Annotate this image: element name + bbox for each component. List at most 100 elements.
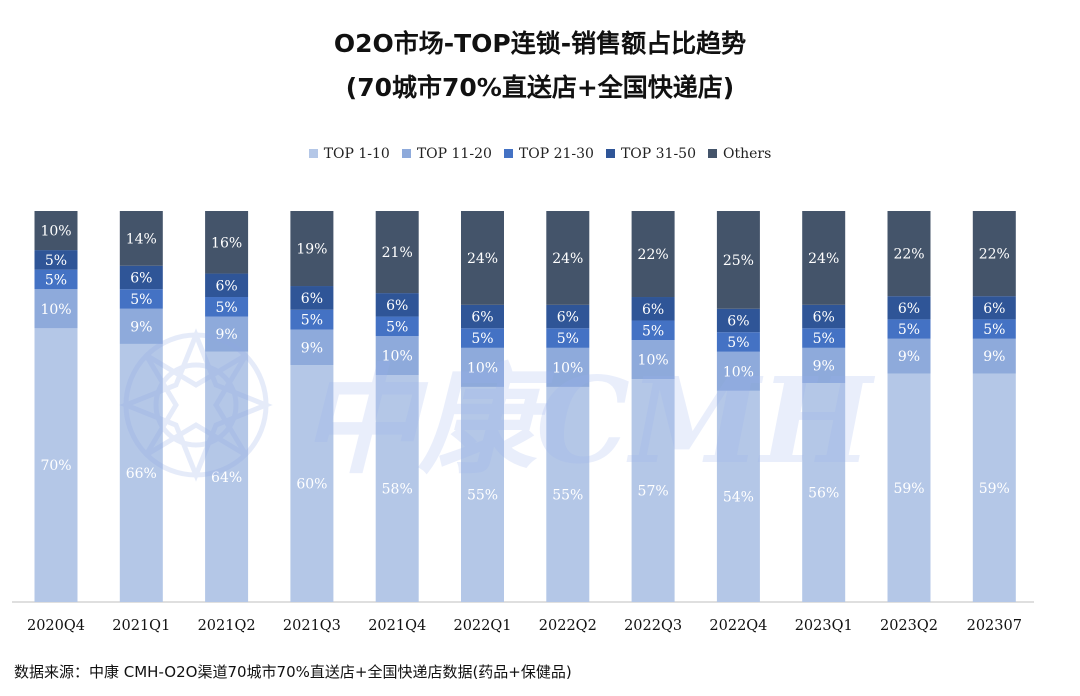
data-label: 10% — [552, 360, 583, 376]
bar-segment — [375, 293, 419, 317]
legend-item: TOP 21-30 — [503, 146, 594, 162]
legend-swatch — [401, 149, 411, 158]
data-label: 70% — [40, 458, 71, 474]
data-label: 5% — [130, 292, 152, 308]
bar-segment — [802, 211, 846, 305]
data-label: 22% — [893, 247, 924, 263]
data-label: 66% — [126, 466, 157, 482]
data-source-note: 数据来源：中康 CMH-O2O渠道70城市70%直送店+全国快递店数据(药品+保… — [14, 663, 572, 681]
legend: TOP 1-10 TOP 11-20 TOP 21-30 TOP 31-50 Other… — [0, 146, 1080, 162]
bar-segment — [716, 351, 760, 391]
data-label: 24% — [467, 251, 498, 267]
legend-label: TOP 31-50 — [620, 146, 696, 162]
bar-segment — [972, 373, 1016, 602]
legend-swatch — [605, 149, 615, 158]
x-tick-label: 2021Q3 — [283, 618, 341, 634]
x-tick-label: 2022Q2 — [539, 618, 597, 634]
data-label: 9% — [983, 349, 1005, 365]
data-label: 56% — [808, 486, 839, 502]
data-label: 9% — [130, 319, 152, 335]
data-label: 24% — [808, 251, 839, 267]
bar-segment — [119, 343, 163, 602]
data-label: 5% — [215, 300, 237, 316]
data-label: 21% — [382, 245, 413, 261]
data-label: 9% — [813, 358, 835, 374]
bar-segment — [631, 297, 675, 321]
data-label: 9% — [301, 340, 323, 356]
data-label: 60% — [296, 477, 327, 493]
bar-segment — [119, 308, 163, 344]
data-label: 5% — [471, 331, 493, 347]
data-label: 5% — [301, 313, 323, 329]
x-tick-label: 2023Q2 — [880, 618, 938, 634]
bar-segment — [290, 329, 334, 366]
data-label: 5% — [898, 322, 920, 338]
data-label: 6% — [301, 291, 323, 307]
data-label: 6% — [727, 313, 749, 329]
legend-label: TOP 1-10 — [323, 146, 390, 162]
data-label: 5% — [813, 331, 835, 347]
bar-segment — [546, 328, 590, 348]
data-label: 10% — [40, 224, 71, 240]
bar-segment — [546, 304, 590, 329]
bar-segment — [375, 211, 419, 294]
bar-segment — [887, 319, 931, 339]
x-tick-label: 2021Q1 — [112, 618, 170, 634]
bar-segment — [461, 328, 504, 348]
data-label: 59% — [893, 481, 924, 497]
x-tick-label: 2020Q4 — [27, 618, 85, 634]
legend-item: TOP 11-20 — [401, 146, 492, 162]
data-label: 19% — [296, 242, 327, 258]
bar-segment — [972, 296, 1016, 320]
bar-segment — [290, 365, 334, 602]
data-label: 5% — [45, 253, 67, 269]
data-label: 16% — [211, 235, 242, 251]
data-label: 5% — [983, 322, 1005, 338]
bar-segment — [375, 316, 419, 337]
data-label: 25% — [723, 253, 754, 269]
x-tick-label: 202307 — [967, 618, 1022, 634]
data-label: 10% — [638, 353, 669, 369]
bar-segment — [802, 347, 846, 384]
bar-segment — [972, 319, 1016, 339]
x-tick-label: 2021Q4 — [368, 618, 426, 634]
data-label: 6% — [386, 298, 408, 314]
data-label: 6% — [813, 310, 835, 326]
legend-label: Others — [722, 146, 772, 162]
bar-segment — [290, 286, 334, 310]
data-label: 22% — [638, 247, 669, 263]
bar-segment — [205, 316, 249, 352]
data-label: 6% — [215, 278, 237, 294]
bar-segment — [546, 386, 590, 602]
bar-segment — [716, 332, 760, 352]
data-label: 6% — [642, 302, 664, 318]
bar-segment — [972, 211, 1016, 297]
data-label: 6% — [898, 301, 920, 317]
bar-segment — [119, 211, 163, 266]
bar-segment — [461, 347, 504, 387]
chart-title-line1: O2O市场-TOP连锁-销售额占比趋势 — [333, 29, 747, 58]
bar-segment — [631, 320, 675, 341]
bar-segment — [290, 309, 334, 330]
data-label: 10% — [723, 364, 754, 380]
data-label: 57% — [638, 484, 669, 500]
data-label: 58% — [382, 482, 413, 498]
data-label: 6% — [130, 270, 152, 286]
bar-segment — [802, 304, 846, 329]
data-label: 14% — [126, 231, 157, 247]
data-label: 6% — [983, 301, 1005, 317]
bar-segment — [631, 211, 675, 298]
bar-segment — [34, 211, 78, 251]
bar-segment — [716, 308, 760, 333]
x-tick-label: 2022Q4 — [709, 618, 767, 634]
bar-segment — [290, 211, 334, 287]
bar-segment — [546, 347, 590, 387]
bar-segment — [887, 296, 931, 320]
legend-swatch — [503, 149, 513, 158]
bar-segment — [631, 379, 675, 602]
x-tick-label: 2021Q2 — [198, 618, 256, 634]
bar-segment — [887, 338, 931, 374]
x-tick-label: 2023Q1 — [795, 618, 853, 634]
bar-segment — [716, 211, 760, 309]
legend-label: TOP 21-30 — [518, 146, 594, 162]
